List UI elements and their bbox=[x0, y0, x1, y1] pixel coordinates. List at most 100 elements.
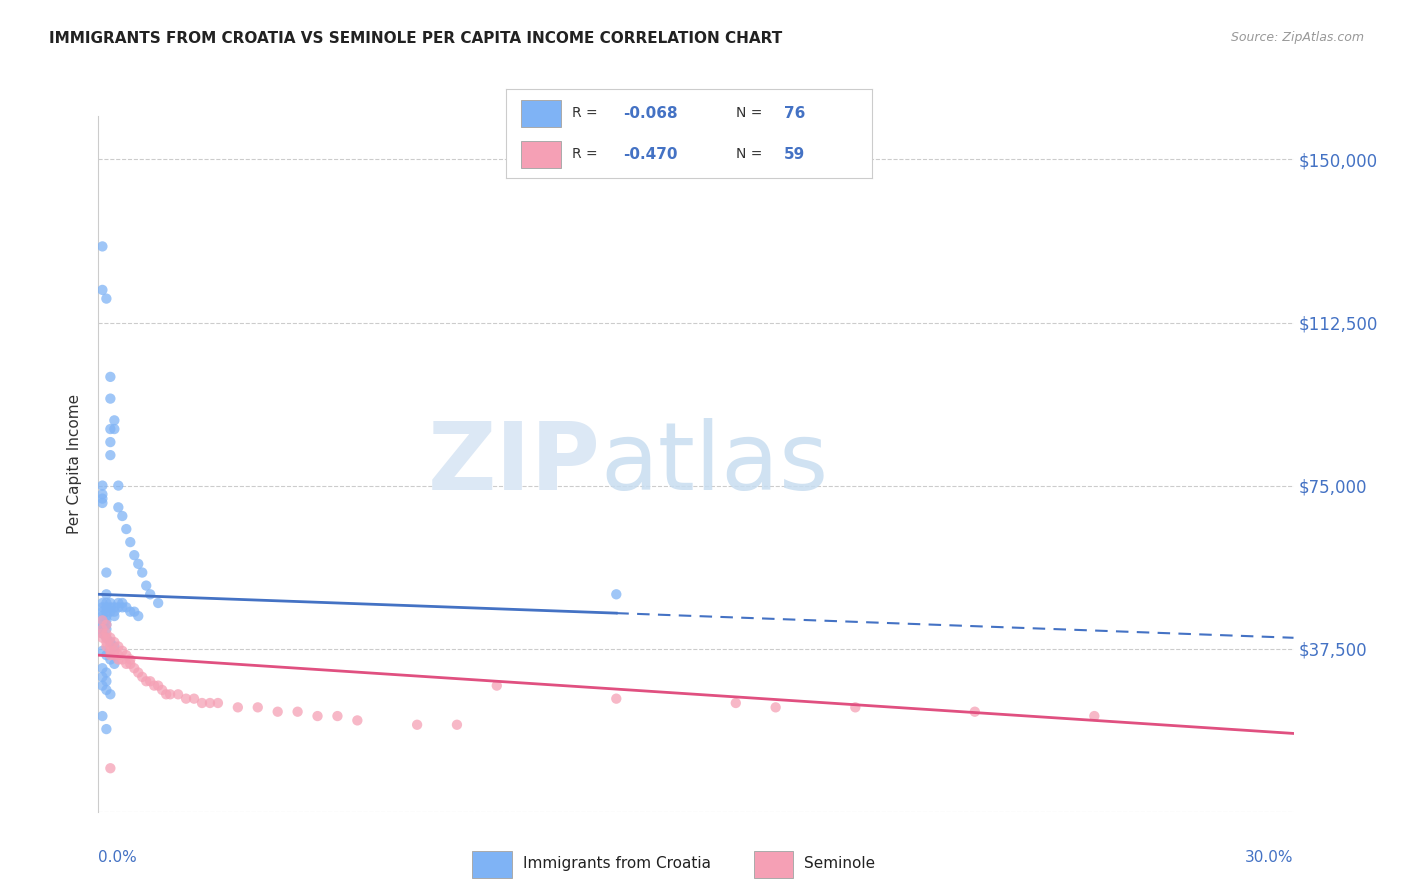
Point bbox=[100, 687, 122, 701]
Point bbox=[96, 626, 118, 640]
Point bbox=[174, 691, 197, 706]
Point bbox=[226, 700, 249, 714]
Point bbox=[148, 596, 170, 610]
Point bbox=[96, 674, 118, 689]
Point bbox=[115, 648, 138, 662]
Point bbox=[91, 491, 114, 506]
Point bbox=[139, 587, 162, 601]
Point bbox=[100, 435, 122, 450]
Point bbox=[159, 687, 181, 701]
Point bbox=[91, 670, 114, 684]
Point bbox=[96, 635, 118, 649]
Point bbox=[91, 617, 114, 632]
Point bbox=[115, 522, 138, 536]
Point bbox=[485, 679, 508, 693]
Point bbox=[111, 508, 134, 523]
Point bbox=[103, 413, 125, 427]
Point bbox=[267, 705, 290, 719]
Point bbox=[91, 596, 114, 610]
Point bbox=[605, 587, 627, 601]
Point bbox=[103, 609, 125, 624]
Point bbox=[765, 700, 787, 714]
Point bbox=[406, 717, 429, 731]
Y-axis label: Per Capita Income: Per Capita Income bbox=[67, 393, 83, 534]
Point bbox=[198, 696, 221, 710]
Point bbox=[115, 657, 138, 671]
Point bbox=[100, 640, 122, 654]
Point bbox=[100, 635, 122, 649]
Point bbox=[96, 622, 118, 636]
Point bbox=[100, 369, 122, 384]
Point bbox=[100, 631, 122, 645]
Point bbox=[183, 691, 205, 706]
Point bbox=[124, 548, 146, 562]
Point bbox=[103, 640, 125, 654]
Point bbox=[124, 661, 146, 675]
Bar bbox=[472, 851, 512, 878]
Point bbox=[150, 683, 173, 698]
Point bbox=[91, 709, 114, 723]
Point bbox=[127, 557, 149, 571]
Point bbox=[91, 626, 114, 640]
Point bbox=[96, 617, 118, 632]
Point bbox=[111, 644, 134, 658]
Point bbox=[446, 717, 468, 731]
Text: R =: R = bbox=[572, 106, 602, 120]
Point bbox=[100, 596, 122, 610]
Text: 0.0%: 0.0% bbox=[98, 850, 138, 865]
Point bbox=[124, 605, 146, 619]
Text: -0.470: -0.470 bbox=[623, 147, 678, 161]
Point bbox=[96, 609, 118, 624]
Point bbox=[207, 696, 229, 710]
Point bbox=[91, 644, 114, 658]
Point bbox=[287, 705, 309, 719]
Point bbox=[120, 652, 142, 666]
Point bbox=[96, 605, 118, 619]
Point bbox=[131, 670, 153, 684]
Point bbox=[127, 665, 149, 680]
Point bbox=[111, 652, 134, 666]
Point bbox=[91, 614, 114, 628]
Point bbox=[100, 392, 122, 406]
Text: R =: R = bbox=[572, 147, 602, 161]
Point bbox=[96, 614, 118, 628]
Point bbox=[96, 566, 118, 580]
Text: atlas: atlas bbox=[600, 417, 828, 510]
Point bbox=[135, 674, 157, 689]
Point bbox=[1083, 709, 1105, 723]
Point bbox=[91, 609, 114, 624]
Point bbox=[155, 687, 177, 701]
Point bbox=[120, 657, 142, 671]
Point bbox=[96, 600, 118, 615]
Point bbox=[91, 487, 114, 501]
Text: N =: N = bbox=[737, 106, 768, 120]
Bar bbox=[520, 100, 561, 127]
Point bbox=[91, 622, 114, 636]
Point bbox=[91, 661, 114, 675]
Point bbox=[96, 596, 118, 610]
Point bbox=[139, 674, 162, 689]
Point bbox=[91, 600, 114, 615]
Point bbox=[96, 631, 118, 645]
Point bbox=[107, 600, 129, 615]
Point bbox=[107, 652, 129, 666]
Text: 59: 59 bbox=[785, 147, 806, 161]
Point bbox=[96, 631, 118, 645]
Point bbox=[91, 631, 114, 645]
Point bbox=[346, 714, 368, 728]
Point bbox=[91, 283, 114, 297]
Point bbox=[100, 644, 122, 658]
Point bbox=[143, 679, 166, 693]
Point bbox=[115, 600, 138, 615]
Point bbox=[107, 478, 129, 492]
Point bbox=[100, 422, 122, 436]
Point bbox=[100, 761, 122, 775]
Point bbox=[120, 535, 142, 549]
Point bbox=[91, 622, 114, 636]
Point bbox=[100, 652, 122, 666]
Point bbox=[103, 605, 125, 619]
Text: 76: 76 bbox=[785, 106, 806, 120]
Point bbox=[91, 626, 114, 640]
Point bbox=[96, 665, 118, 680]
Point bbox=[103, 644, 125, 658]
